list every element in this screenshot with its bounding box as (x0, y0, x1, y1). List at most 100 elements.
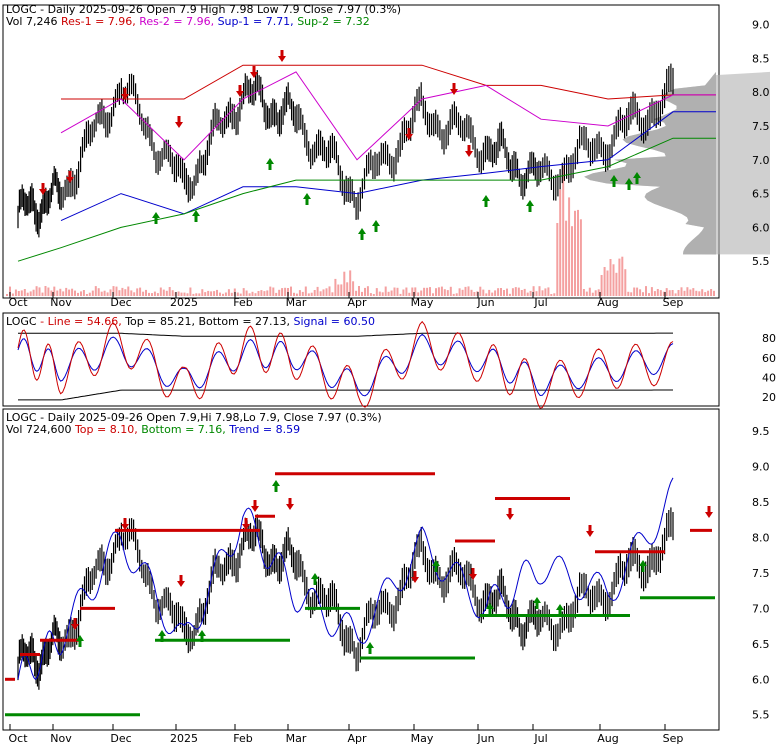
top-y-tick: 9.0 (752, 19, 770, 32)
top-vol: Vol 7,246 (6, 15, 61, 28)
sell-arrow (236, 85, 244, 97)
bottom-x-axis: Oct Nov Dec 2025 Feb Mar Apr May Jun Jul Aug Sep (8, 724, 683, 745)
volume-bar (65, 287, 68, 296)
volume-bar (541, 290, 544, 296)
volume-bar (186, 293, 189, 296)
sell-arrow (71, 618, 79, 630)
volume-bar (77, 292, 79, 296)
volume-bar (74, 290, 76, 296)
volume-bar (390, 290, 393, 296)
volume-bar (532, 286, 535, 296)
volume-bar (260, 290, 263, 296)
volume-bar (100, 291, 103, 296)
volume-bar (358, 286, 360, 296)
volume-bar (701, 289, 704, 296)
volume-bar (266, 290, 269, 296)
volume-bar (151, 293, 153, 296)
volume-bar (659, 290, 662, 296)
volume-bar (322, 289, 325, 296)
volume-bar (387, 291, 390, 296)
volume-bar (674, 293, 677, 296)
volume-bar (523, 288, 526, 296)
volume-bar (520, 290, 523, 296)
volume-bar (562, 166, 565, 296)
volume-bar (494, 290, 497, 296)
buy-arrow (366, 642, 374, 654)
sell-arrow (278, 50, 286, 62)
volume-bar (479, 286, 482, 296)
buy-arrow (533, 597, 541, 609)
volume-bar (103, 290, 106, 296)
bottom-y-tick: 7.5 (752, 567, 770, 580)
volume-bar (514, 287, 517, 296)
volume-bar (257, 291, 260, 296)
volume-bar (346, 282, 349, 296)
volume-bar (245, 290, 248, 296)
volume-bar (91, 290, 94, 296)
volume-bar (56, 290, 59, 296)
volume-bar (41, 292, 44, 296)
volume-bar (94, 286, 97, 296)
volume-bar (219, 292, 221, 296)
volume-bar (59, 288, 62, 296)
buy-arrow (158, 630, 166, 642)
volume-bar (650, 287, 653, 296)
volume-bar (6, 294, 8, 296)
top-x-label: Jul (533, 296, 547, 309)
volume-bar (432, 293, 434, 296)
volume-bar (361, 291, 363, 296)
volume-bar (145, 289, 147, 296)
volume-bar (159, 287, 162, 296)
top-x-label: Jun (476, 296, 494, 309)
volume-bar (230, 292, 233, 296)
volume-bar (153, 291, 156, 296)
volume-bar (71, 288, 74, 296)
volume-bar (683, 290, 686, 296)
volume-bar (213, 291, 216, 296)
volume-bar (242, 288, 245, 296)
mid-bottom: Bottom = 27.13, (198, 315, 293, 328)
volume-bar (440, 286, 443, 296)
sell-arrow (506, 508, 514, 520)
volume-bar (248, 293, 251, 296)
top-panel-lines (17, 63, 716, 262)
volume-profile-extended (584, 58, 770, 255)
buy-arrow (639, 560, 647, 572)
top-y-tick: 6.5 (752, 188, 770, 201)
volume-bar (435, 288, 437, 296)
volume-bar (692, 288, 695, 296)
top-symbol: LOGC (6, 3, 37, 16)
top-x-label: Nov (50, 296, 72, 309)
bottom-x-label: Jul (533, 732, 547, 745)
volume-bar (80, 291, 82, 296)
top-y-tick: 7.0 (752, 154, 770, 167)
volume-bar (600, 275, 603, 296)
sell-arrow (405, 128, 413, 140)
volume-bar (364, 287, 366, 296)
volume-bar (503, 290, 505, 296)
buy-arrow (526, 200, 534, 212)
top-x-label: 2025 (170, 296, 198, 309)
volume-bar (97, 288, 100, 296)
volume-bar (284, 287, 287, 296)
top-y-tick: 6.0 (752, 221, 770, 234)
volume-bar (582, 289, 585, 296)
volume-bar (662, 291, 665, 296)
volume-bar (482, 289, 485, 296)
volume-bar (710, 289, 713, 296)
bottom-header-line2: Vol 724,600 Top = 8.10, Bottom = 7.16, T… (6, 423, 300, 436)
volume-bar (609, 259, 612, 296)
volume-bar (313, 290, 316, 296)
volume-bar (417, 292, 420, 296)
signal-arrows (39, 50, 713, 654)
volume-bar (553, 293, 556, 296)
middle-y-tick: 20 (762, 391, 776, 404)
sell-arrow (250, 66, 258, 78)
bottom-y-tick: 9.0 (752, 461, 770, 474)
bottom-y-tick: 8.0 (752, 531, 770, 544)
volume-bar (648, 293, 650, 296)
volume-bar (508, 293, 511, 296)
volume-bar (414, 287, 417, 296)
volume-bar (411, 287, 414, 296)
volume-bar (707, 290, 710, 296)
